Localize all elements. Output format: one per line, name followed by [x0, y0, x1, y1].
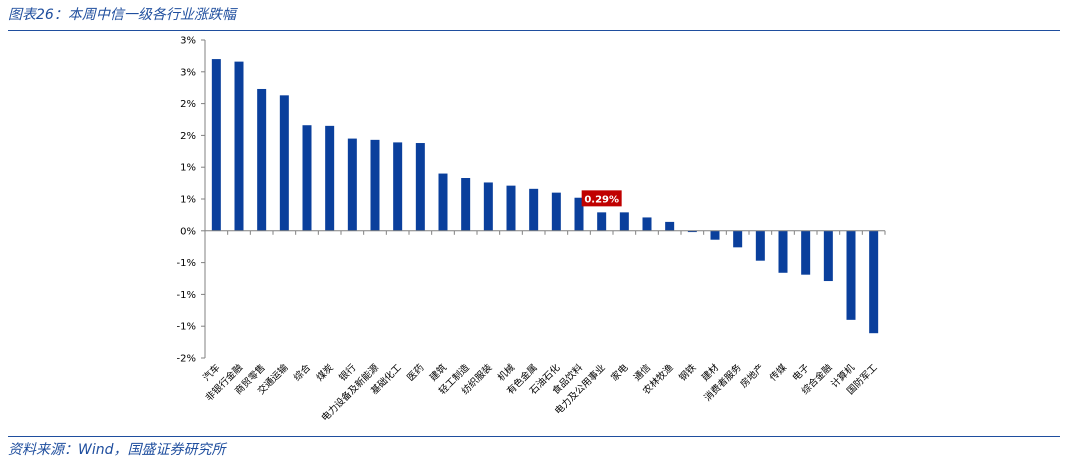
source-rule	[8, 436, 1060, 437]
bar	[347, 138, 357, 231]
bar	[415, 143, 425, 231]
bar	[687, 230, 697, 233]
y-tick-label: -1%	[177, 258, 196, 269]
y-tick-label: 2%	[180, 131, 196, 142]
x-tick-label: 医药	[405, 362, 426, 383]
x-tick-label: 房地产	[738, 362, 767, 391]
bar	[370, 139, 380, 231]
bar	[755, 230, 765, 261]
bar	[574, 197, 584, 231]
y-tick-label: 2%	[180, 99, 196, 110]
bar	[597, 212, 607, 231]
bar	[279, 95, 289, 231]
bar	[325, 125, 335, 231]
data-label-box	[581, 190, 622, 207]
bar	[869, 230, 879, 334]
y-tick-label: 1%	[180, 195, 196, 206]
bar	[710, 230, 720, 240]
bar	[393, 142, 403, 231]
y-tick-label: 0%	[180, 226, 196, 237]
bar	[846, 230, 856, 320]
bar	[211, 59, 221, 231]
bar	[529, 188, 539, 231]
x-tick-label: 综合	[291, 361, 313, 383]
source-note: 资料来源：Wind，国盛证券研究所	[8, 442, 226, 458]
y-tick-label: 3%	[180, 67, 196, 78]
bar	[551, 192, 561, 231]
bar	[665, 221, 675, 231]
bar	[801, 230, 811, 275]
bar	[823, 230, 833, 282]
y-axis: -2% -1% -1% -1% 0% 1% 1% 2% 2% 3% 3%	[177, 36, 206, 365]
bar	[483, 182, 493, 231]
x-tick-label: 传媒	[767, 361, 789, 383]
bar	[257, 88, 267, 231]
y-tick-label: -1%	[177, 290, 196, 301]
x-tick-label: 煤炭	[314, 361, 336, 383]
x-tick-label: 钢铁	[677, 361, 699, 383]
bar	[642, 217, 652, 231]
title-rule	[8, 30, 1060, 31]
y-tick-label: -1%	[177, 322, 196, 333]
bar	[234, 61, 244, 231]
bar	[438, 173, 448, 231]
bar	[461, 178, 471, 231]
bar	[778, 230, 788, 273]
data-labels: 0.29%	[581, 190, 622, 207]
bar	[506, 185, 516, 231]
figure-title: 图表26：本周中信一级各行业涨跌幅	[8, 7, 236, 23]
bar	[302, 125, 312, 231]
x-tick-label: 家电	[609, 361, 631, 383]
bar	[733, 230, 743, 248]
bar	[619, 212, 629, 231]
y-tick-label: -2%	[177, 354, 196, 365]
data-label: 0.29%	[584, 194, 619, 205]
bar-series	[211, 59, 879, 334]
y-tick-label: 3%	[180, 36, 196, 47]
y-tick-label: 1%	[180, 163, 196, 174]
